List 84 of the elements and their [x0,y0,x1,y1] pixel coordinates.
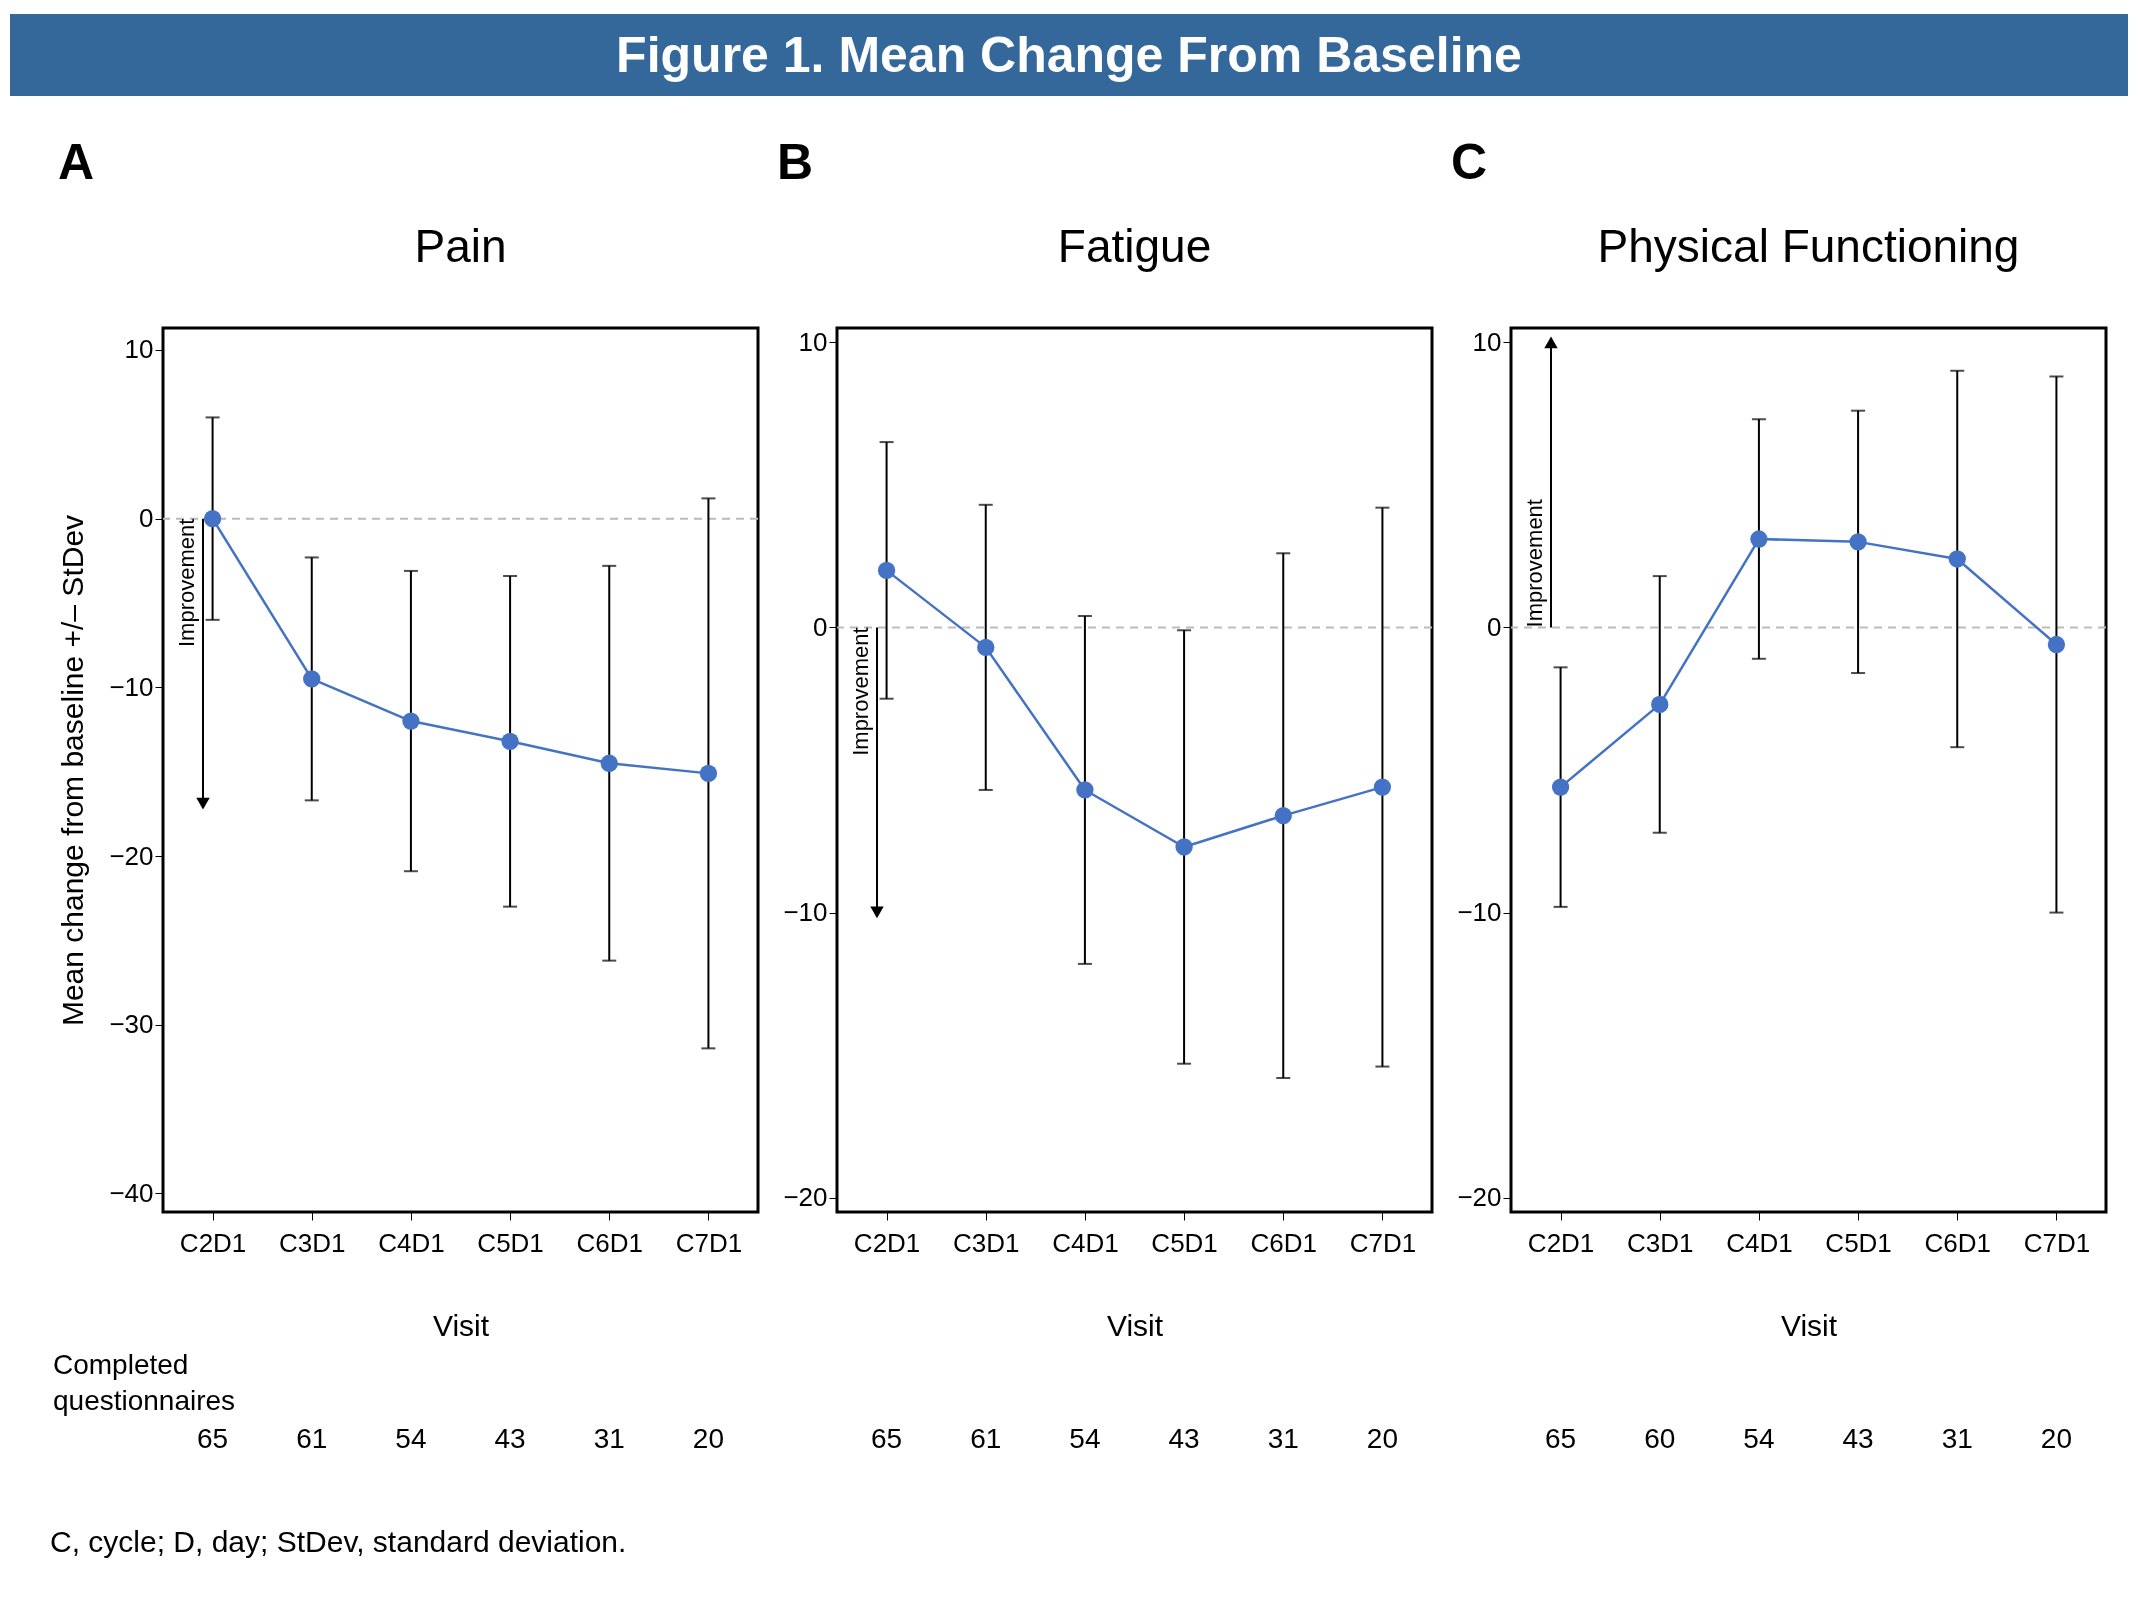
text: A [58,134,95,190]
text: B [777,134,814,190]
x-tick-label: C3D1 [953,1227,1020,1258]
point [402,712,420,730]
y-tick-label: 0 [813,611,828,642]
chart-title: Physical Functioning [1597,220,2020,272]
x-tick-label: C4D1 [1726,1227,1793,1258]
x-axis-title: Visit [1780,1308,1838,1342]
x-tick-label: C7D1 [675,1227,743,1258]
point [1175,838,1193,856]
point [1651,695,1669,714]
y-tick-label: −20 [109,840,154,871]
y-axis-title: Mean change from baseline +/– StDev [56,514,90,1027]
y-tick-label: 10 [124,334,154,365]
text: 54 [1743,1423,1775,1454]
y-tick-label: 0 [139,503,154,534]
text: Completed questionnaires [53,1349,236,1416]
text: 54 [1069,1423,1101,1454]
y-tick-label: 10 [1472,326,1502,357]
x-tick-label: C6D1 [576,1227,643,1258]
text: 65 [871,1423,903,1454]
x-tick-label: C3D1 [1627,1227,1694,1258]
y-tick-label: −20 [1457,1182,1502,1213]
text: 54 [395,1423,427,1454]
x-axis-title: Visit [1106,1308,1164,1342]
y-tick-label: −10 [1457,897,1502,928]
text: 43 [494,1423,526,1454]
text: 20 [692,1423,724,1454]
text: 43 [1842,1423,1874,1454]
y-tick-label: −20 [783,1182,828,1213]
x-tick-label: C5D1 [1825,1227,1892,1258]
text: 65 [197,1423,229,1454]
y-tick-label: −10 [109,671,154,702]
point [203,509,222,528]
caption: Figure 1. Mean Change From Baseline [10,14,2128,96]
point [1948,550,1966,568]
point [303,670,321,688]
text: 31 [593,1423,625,1454]
y-tick-label: −30 [109,1009,154,1040]
chart-title: Fatigue [1057,220,1212,272]
y-tick-label: −40 [109,1177,154,1208]
x-tick-label: C4D1 [378,1227,445,1258]
point [1750,530,1768,548]
text: C [1451,134,1488,190]
y-tick-label: −10 [783,897,828,928]
annotation: Improvement [1522,499,1547,628]
point [1076,781,1094,799]
point [977,638,995,657]
x-tick-label: C3D1 [279,1227,346,1258]
x-tick-label: C2D1 [1527,1227,1595,1258]
text: 20 [1366,1423,1398,1454]
y-tick-label: 0 [1487,611,1502,642]
x-tick-label: C6D1 [1924,1227,1991,1258]
text: 31 [1267,1423,1299,1454]
annotation: Improvement [174,518,199,648]
text: 31 [1941,1423,1973,1454]
text: 20 [2040,1423,2072,1454]
y-tick-label: 10 [798,326,828,357]
text: 61 [970,1423,1002,1454]
x-tick-label: C2D1 [179,1227,247,1258]
x-tick-label: C6D1 [1250,1227,1317,1258]
text: 61 [296,1423,328,1454]
text: 60 [1644,1423,1676,1454]
point [600,754,618,772]
text: C, cycle; D, day; StDev, standard deviation. [50,1525,627,1559]
point [1274,806,1292,825]
point [1373,778,1392,796]
x-tick-label: C5D1 [1151,1227,1218,1258]
point [1551,778,1570,796]
point [501,732,519,750]
x-tick-label: C4D1 [1052,1227,1119,1258]
point [699,764,718,783]
text: 65 [1545,1423,1577,1454]
point [877,561,896,580]
x-tick-label: C5D1 [477,1227,544,1258]
x-tick-label: C7D1 [2023,1227,2091,1258]
annotation: Improvement [848,627,873,756]
x-axis-title: Visit [432,1308,490,1342]
point [1849,533,1867,551]
point [2047,635,2066,654]
text: 43 [1168,1423,1200,1454]
x-tick-label: C7D1 [1349,1227,1417,1258]
chart-title: Pain [414,220,507,272]
x-tick-label: C2D1 [853,1227,921,1258]
